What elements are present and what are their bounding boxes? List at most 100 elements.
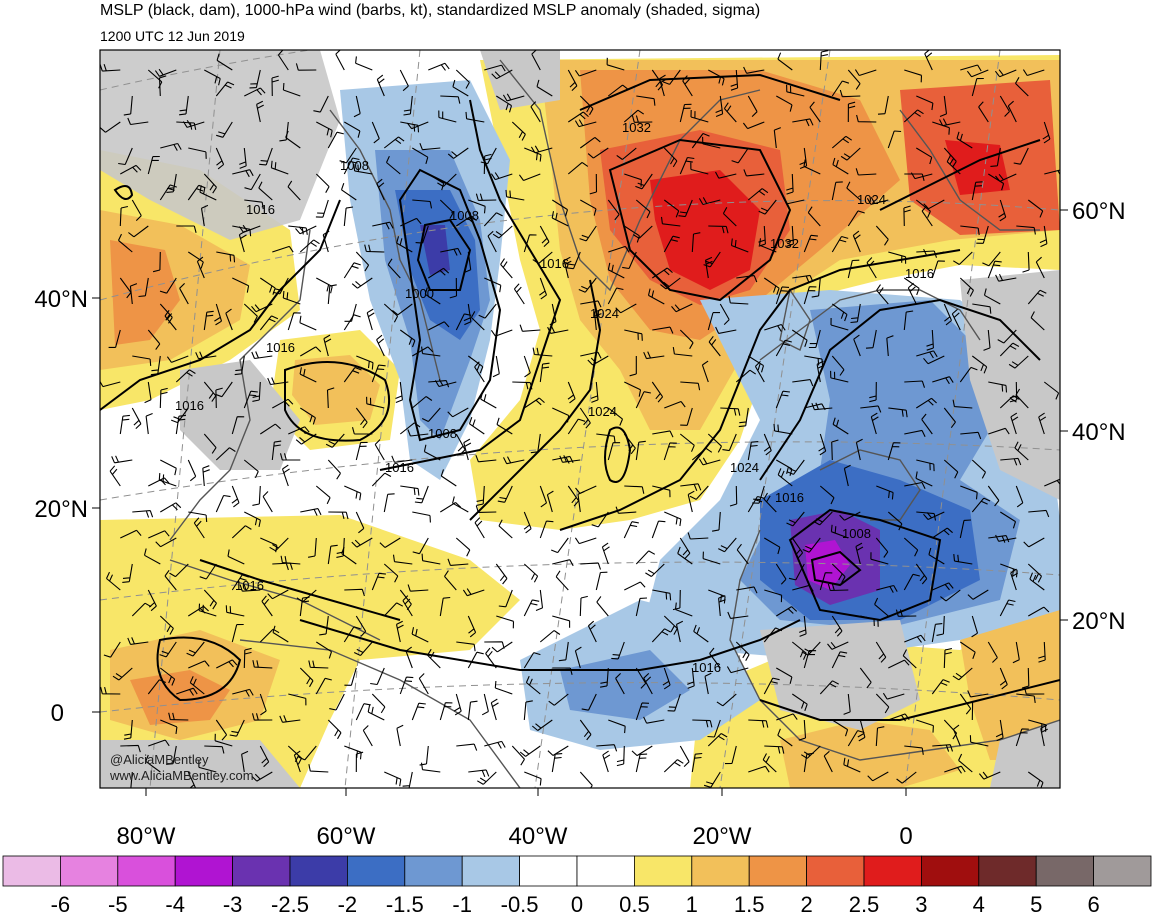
wind-barb (607, 287, 624, 305)
wind-barb (776, 606, 798, 617)
wind-barb (447, 558, 469, 566)
wind-barb (624, 381, 642, 397)
wind-barb (907, 282, 917, 305)
wind-barb (999, 342, 1020, 357)
wind-barb (855, 168, 877, 176)
wind-barb (903, 537, 919, 557)
wind-barb (523, 599, 540, 617)
wind-barb (723, 102, 737, 123)
wind-barb (674, 602, 693, 617)
wind-barb (786, 511, 805, 527)
wind-barb (624, 173, 642, 187)
wind-barb (763, 433, 772, 456)
wind-barb (147, 329, 161, 350)
wind-barb (702, 551, 721, 565)
wind-barb (392, 554, 413, 565)
wind-barb (127, 637, 149, 645)
wind-barb (1016, 225, 1036, 235)
wind-barb (763, 677, 780, 695)
wind-barb (372, 221, 394, 230)
wind-barb (939, 95, 948, 118)
wind-barb (376, 178, 385, 201)
isobar-label: 1024 (588, 404, 617, 419)
wind-barb (118, 147, 133, 166)
wind-barb (112, 667, 133, 681)
wind-barb (238, 224, 261, 233)
wind-barb (216, 121, 233, 138)
wind-barb (455, 215, 477, 227)
wind-barb (652, 589, 672, 601)
isobar-1000-low (416, 218, 472, 291)
wind-barb (539, 630, 561, 643)
wind-barb (599, 667, 609, 688)
wind-barb (475, 505, 497, 513)
wind-barb (196, 256, 205, 279)
wind-barb (252, 485, 261, 506)
wind-barb (484, 277, 502, 293)
wind-barb (959, 277, 974, 297)
wind-barb (371, 121, 380, 144)
wind-barb (438, 110, 457, 123)
isobar-1016-west (100, 199, 341, 411)
lat-label-right: 20°N (1072, 608, 1126, 635)
wind-barb (579, 595, 588, 617)
wind-barb (118, 233, 133, 253)
wind-barb (798, 719, 807, 741)
wind-barb (315, 199, 329, 218)
wind-barb (555, 570, 569, 591)
isobar-label: 1016 (175, 398, 204, 413)
wind-barb (831, 615, 843, 637)
wind-barb (1008, 355, 1029, 369)
wind-barb (511, 745, 525, 766)
wind-barb (574, 69, 597, 77)
wind-barb (421, 407, 441, 422)
wind-barb (214, 303, 223, 326)
wind-barb (119, 414, 130, 435)
wind-barb (355, 56, 373, 71)
wind-barb (896, 771, 917, 784)
wind-barb (523, 700, 533, 721)
wind-barb (198, 603, 217, 617)
wind-barb (168, 712, 189, 721)
wind-barb (574, 537, 597, 545)
wind-barb (635, 440, 646, 461)
wind-barb (951, 308, 961, 331)
wind-barb (875, 537, 889, 558)
wind-barb (999, 95, 1010, 117)
wind-barb (916, 397, 937, 409)
wind-barb (663, 147, 678, 168)
wind-barb (607, 262, 625, 279)
wind-barb (159, 641, 177, 658)
wind-barb (956, 131, 973, 149)
isobar-label: 1008 (428, 426, 457, 441)
wind-barb (916, 719, 934, 733)
colorbar-tick-label: 4 (973, 892, 985, 912)
wind-barb (231, 525, 252, 539)
valid-time: 1200 UTC 12 Jun 2019 (100, 28, 245, 44)
wind-barb (708, 335, 721, 357)
wind-barb (371, 472, 392, 487)
wind-barb (663, 442, 677, 461)
wind-barb (931, 260, 945, 279)
wind-barb (830, 370, 849, 383)
wind-barb (651, 381, 664, 403)
colorbar-tick-label: -0.5 (501, 892, 539, 912)
wind-barb (623, 433, 636, 455)
wind-barb (327, 284, 337, 305)
wind-barb (547, 326, 569, 334)
wind-barb (412, 346, 434, 357)
land-mask-west-us (180, 360, 300, 470)
wind-barb (481, 693, 489, 716)
wind-barb (904, 745, 924, 755)
wind-barb (601, 542, 610, 565)
wind-barb (383, 563, 399, 583)
wind-barb (596, 596, 609, 617)
wind-barb (467, 700, 478, 721)
wind-barb (229, 719, 245, 737)
wind-barb (635, 173, 653, 190)
wind-barb (189, 676, 205, 695)
wind-barb (967, 690, 989, 698)
wind-barb (801, 641, 821, 656)
wind-barb (915, 471, 933, 487)
wind-barb (327, 131, 344, 149)
